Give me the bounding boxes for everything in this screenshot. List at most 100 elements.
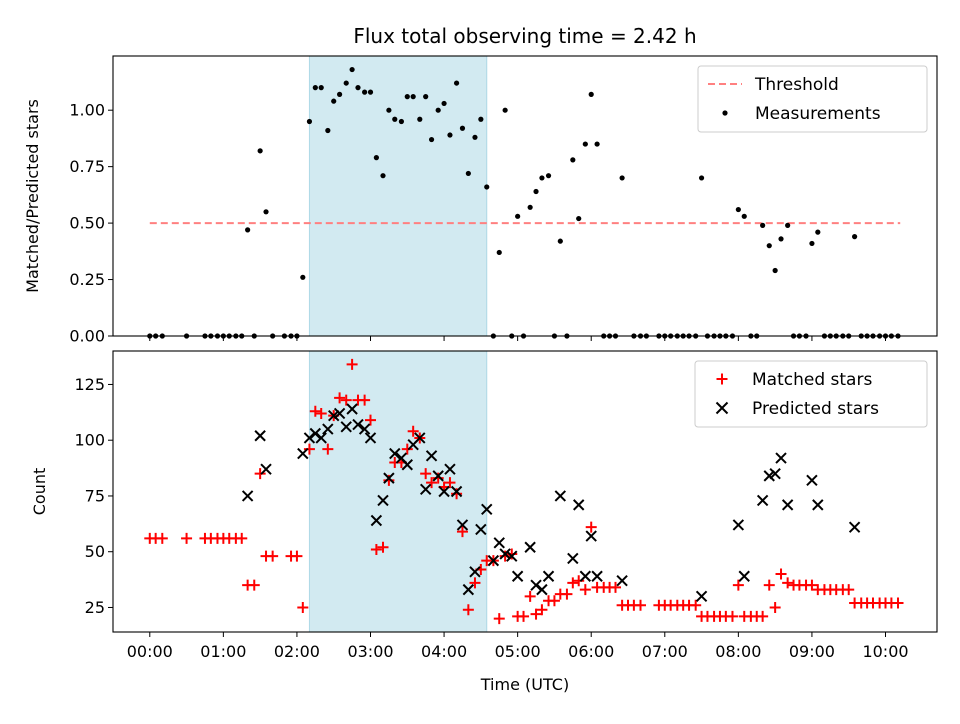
matched-stars-point	[451, 488, 463, 500]
measurements-point	[447, 132, 453, 138]
matched-stars-point	[775, 568, 787, 580]
predicted-stars-point	[524, 541, 536, 553]
predicted-stars-point	[322, 423, 334, 435]
matched-stars-point	[548, 595, 560, 607]
observing-window-span-bottom	[308, 350, 488, 633]
x-tick-label: 09:00	[789, 642, 835, 661]
matched-stars-point	[432, 472, 444, 484]
predicted-stars-point	[389, 447, 401, 460]
predicted-stars-point	[340, 421, 352, 433]
x-tick-label: 02:00	[274, 642, 320, 661]
matched-stars-point	[401, 443, 413, 455]
predicted-stars-point	[370, 514, 383, 527]
predicted-stars-point	[260, 463, 272, 475]
measurements-point	[312, 85, 318, 91]
legend-matched-stars-key	[716, 373, 728, 385]
measurements-point	[588, 91, 594, 97]
measurements-point	[263, 209, 269, 215]
measurements-point	[306, 118, 313, 125]
matched-stars-point	[236, 532, 248, 544]
measurements-point	[343, 80, 349, 86]
y-tick-label: 0.25	[69, 270, 105, 289]
matched-stars-point	[585, 521, 597, 533]
x-tick-label: 01:00	[200, 642, 246, 661]
predicted-stars-point	[352, 418, 364, 431]
matched-stars-point	[291, 550, 303, 562]
predicted-stars-point	[572, 499, 585, 511]
measurements-point	[741, 213, 747, 219]
matched-stars-point	[524, 590, 536, 602]
x-tick-label: 00:00	[127, 642, 173, 661]
predicted-stars-point	[315, 432, 327, 444]
measurements-point	[257, 148, 263, 154]
x-tick-label: 04:00	[421, 642, 467, 661]
matched-stars-point	[334, 392, 346, 404]
predicted-stars-point	[377, 494, 389, 507]
matched-stars-point	[426, 477, 438, 489]
predicted-stars-point	[732, 519, 745, 531]
matched-stars-point	[359, 394, 371, 406]
measurements-point	[760, 222, 766, 228]
measurements-point	[852, 234, 858, 240]
matched-stars-point	[763, 579, 775, 591]
predicted-stars-point	[414, 432, 426, 444]
legend-threshold-label: Threshold	[754, 75, 839, 95]
matched-stars-point	[567, 577, 579, 589]
matched-stars-point	[340, 394, 352, 406]
matched-stars-point	[267, 550, 279, 562]
measurements-point	[576, 215, 582, 222]
matched-stars-point	[536, 604, 548, 616]
matched-stars-point	[315, 407, 327, 419]
predicted-stars-point	[450, 485, 463, 498]
predicted-stars-point	[383, 472, 395, 484]
ratio-panel: 0.00 0.25 0.50 0.75 1.00 Matched/Predicted s…	[23, 55, 938, 346]
predicted-stars-point	[309, 427, 322, 440]
measurements-point	[545, 173, 552, 179]
predicted-stars-point	[481, 503, 493, 516]
y-tick-label: 125	[74, 375, 105, 394]
measurements-point	[766, 243, 772, 249]
predicted-stars-point	[616, 574, 628, 587]
measurements-point	[410, 94, 416, 100]
counts-panel: 25 50 75 100 125 00:00 01:00 02:00 03:00 04:00 05…	[30, 350, 938, 694]
measurements-point	[582, 141, 588, 147]
predicted-stars-point	[499, 548, 511, 560]
matched-stars-point	[499, 550, 511, 562]
ratio-axes-frame	[112, 55, 938, 337]
matched-stars-point	[506, 548, 518, 560]
measurements-point	[465, 170, 471, 177]
ratio-y-label: Matched/Predicted stars	[23, 99, 42, 293]
matched-stars-point	[757, 610, 769, 622]
predicted-stars-point	[781, 499, 794, 511]
y-tick-label: 25	[85, 598, 105, 617]
matched-stars-point	[690, 599, 702, 611]
measurements-point	[778, 236, 784, 242]
matched-stars-point	[579, 584, 591, 596]
matched-stars-point	[635, 599, 647, 611]
ratio-y-axis: 0.00 0.25 0.50 0.75 1.00	[69, 101, 113, 346]
matched-stars-point	[561, 588, 573, 600]
legend-box	[697, 65, 928, 133]
matched-stars-point	[843, 584, 855, 596]
measurements-point	[373, 155, 379, 161]
matched-stars-point	[346, 358, 358, 370]
matched-stars-point	[493, 613, 505, 625]
measurements-point	[325, 127, 331, 134]
predicted-stars-point	[456, 519, 469, 531]
matched-stars-point	[377, 541, 389, 553]
predicted-stars-point	[462, 583, 475, 596]
matched-stars-point	[407, 425, 419, 437]
predicted-stars-point	[475, 523, 487, 536]
measurements-point	[557, 238, 563, 244]
predicted-stars-point	[812, 499, 824, 511]
y-tick-label: 0.75	[69, 157, 105, 176]
predicted-stars-point	[425, 450, 438, 462]
predicted-stars-point	[333, 407, 346, 420]
y-tick-label: 50	[85, 542, 105, 561]
matched-stars-point	[769, 601, 781, 613]
predicted-stars-point	[738, 570, 750, 582]
predicted-stars-point	[364, 432, 377, 444]
matched-stars-point	[370, 543, 382, 555]
predicted-stars-point	[695, 590, 708, 603]
